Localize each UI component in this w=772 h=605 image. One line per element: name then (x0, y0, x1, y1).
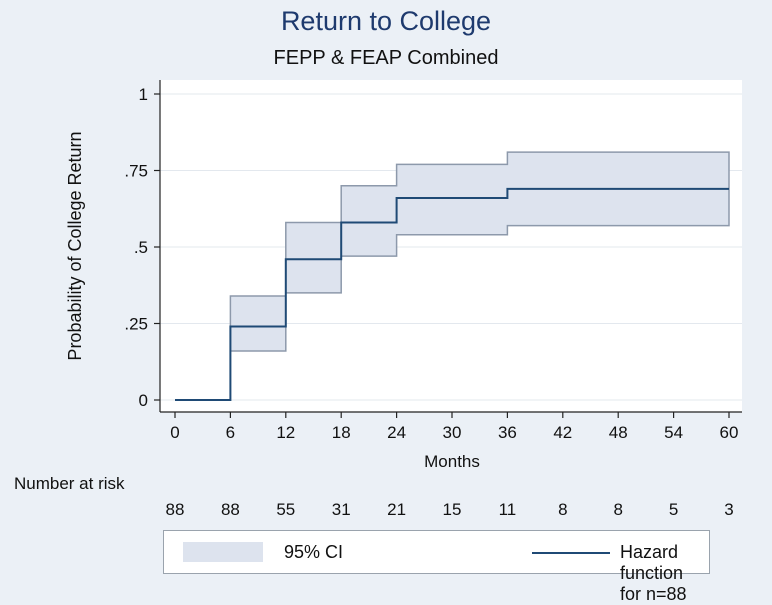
y-ticks: 0 .25 .5 .75 1 (124, 85, 160, 410)
ci-band-group (229, 151, 730, 352)
x-tick-label: 0 (170, 423, 179, 442)
x-ticks: 0 6 12 18 24 30 36 42 48 54 60 (170, 412, 738, 442)
chart-subtitle: FEPP & FEAP Combined (273, 47, 499, 69)
risk-value: 55 (276, 500, 295, 519)
hazard-line (175, 187, 729, 401)
legend-line-label: Hazard function for n=88 (620, 542, 687, 604)
risk-table-values: 88 88 55 31 21 15 11 8 8 5 3 (166, 500, 734, 519)
risk-value: 21 (387, 500, 406, 519)
x-tick-label: 60 (720, 423, 739, 442)
x-tick-label: 6 (226, 423, 235, 442)
risk-value: 8 (613, 500, 622, 519)
x-tick-label: 18 (332, 423, 351, 442)
legend: 95% CI Hazard function for n=88 (163, 530, 710, 604)
risk-value: 3 (724, 500, 733, 519)
y-tick-label: .75 (124, 162, 148, 181)
x-tick-label: 12 (276, 423, 295, 442)
legend-ci-label: 95% CI (284, 542, 344, 562)
x-tick-label: 42 (553, 423, 572, 442)
legend-line-swatch (532, 552, 610, 554)
y-tick-label: 1 (139, 85, 148, 104)
kaplan-meier-chart: 0 .25 .5 .75 1 0 6 12 18 24 30 36 42 48 54 60 Probabil… (65, 80, 742, 519)
legend-ci-swatch (183, 542, 263, 562)
hazard-line-group (175, 187, 729, 401)
risk-value: 88 (166, 500, 185, 519)
y-tick-label: .5 (134, 238, 148, 257)
risk-value: 11 (499, 500, 517, 519)
axes (159, 80, 742, 413)
risk-value: 88 (221, 500, 240, 519)
chart-title: Return to College (280, 6, 492, 36)
x-tick-label: 48 (609, 423, 628, 442)
y-axis-label: Probability of College Return (65, 131, 85, 360)
y-tick-label: 0 (139, 391, 148, 410)
risk-value: 15 (443, 500, 462, 519)
x-tick-label: 30 (443, 423, 462, 442)
x-tick-label: 24 (387, 423, 406, 442)
risk-value: 8 (558, 500, 567, 519)
risk-table-title: Number at risk (14, 474, 125, 493)
x-tick-label: 36 (498, 423, 517, 442)
x-axis-label: Months (424, 452, 480, 471)
ci-band (229, 151, 730, 352)
x-tick-label: 54 (664, 423, 683, 442)
risk-value: 31 (332, 500, 351, 519)
y-tick-label: .25 (124, 315, 148, 334)
plot-area (160, 80, 742, 412)
risk-value: 5 (669, 500, 678, 519)
